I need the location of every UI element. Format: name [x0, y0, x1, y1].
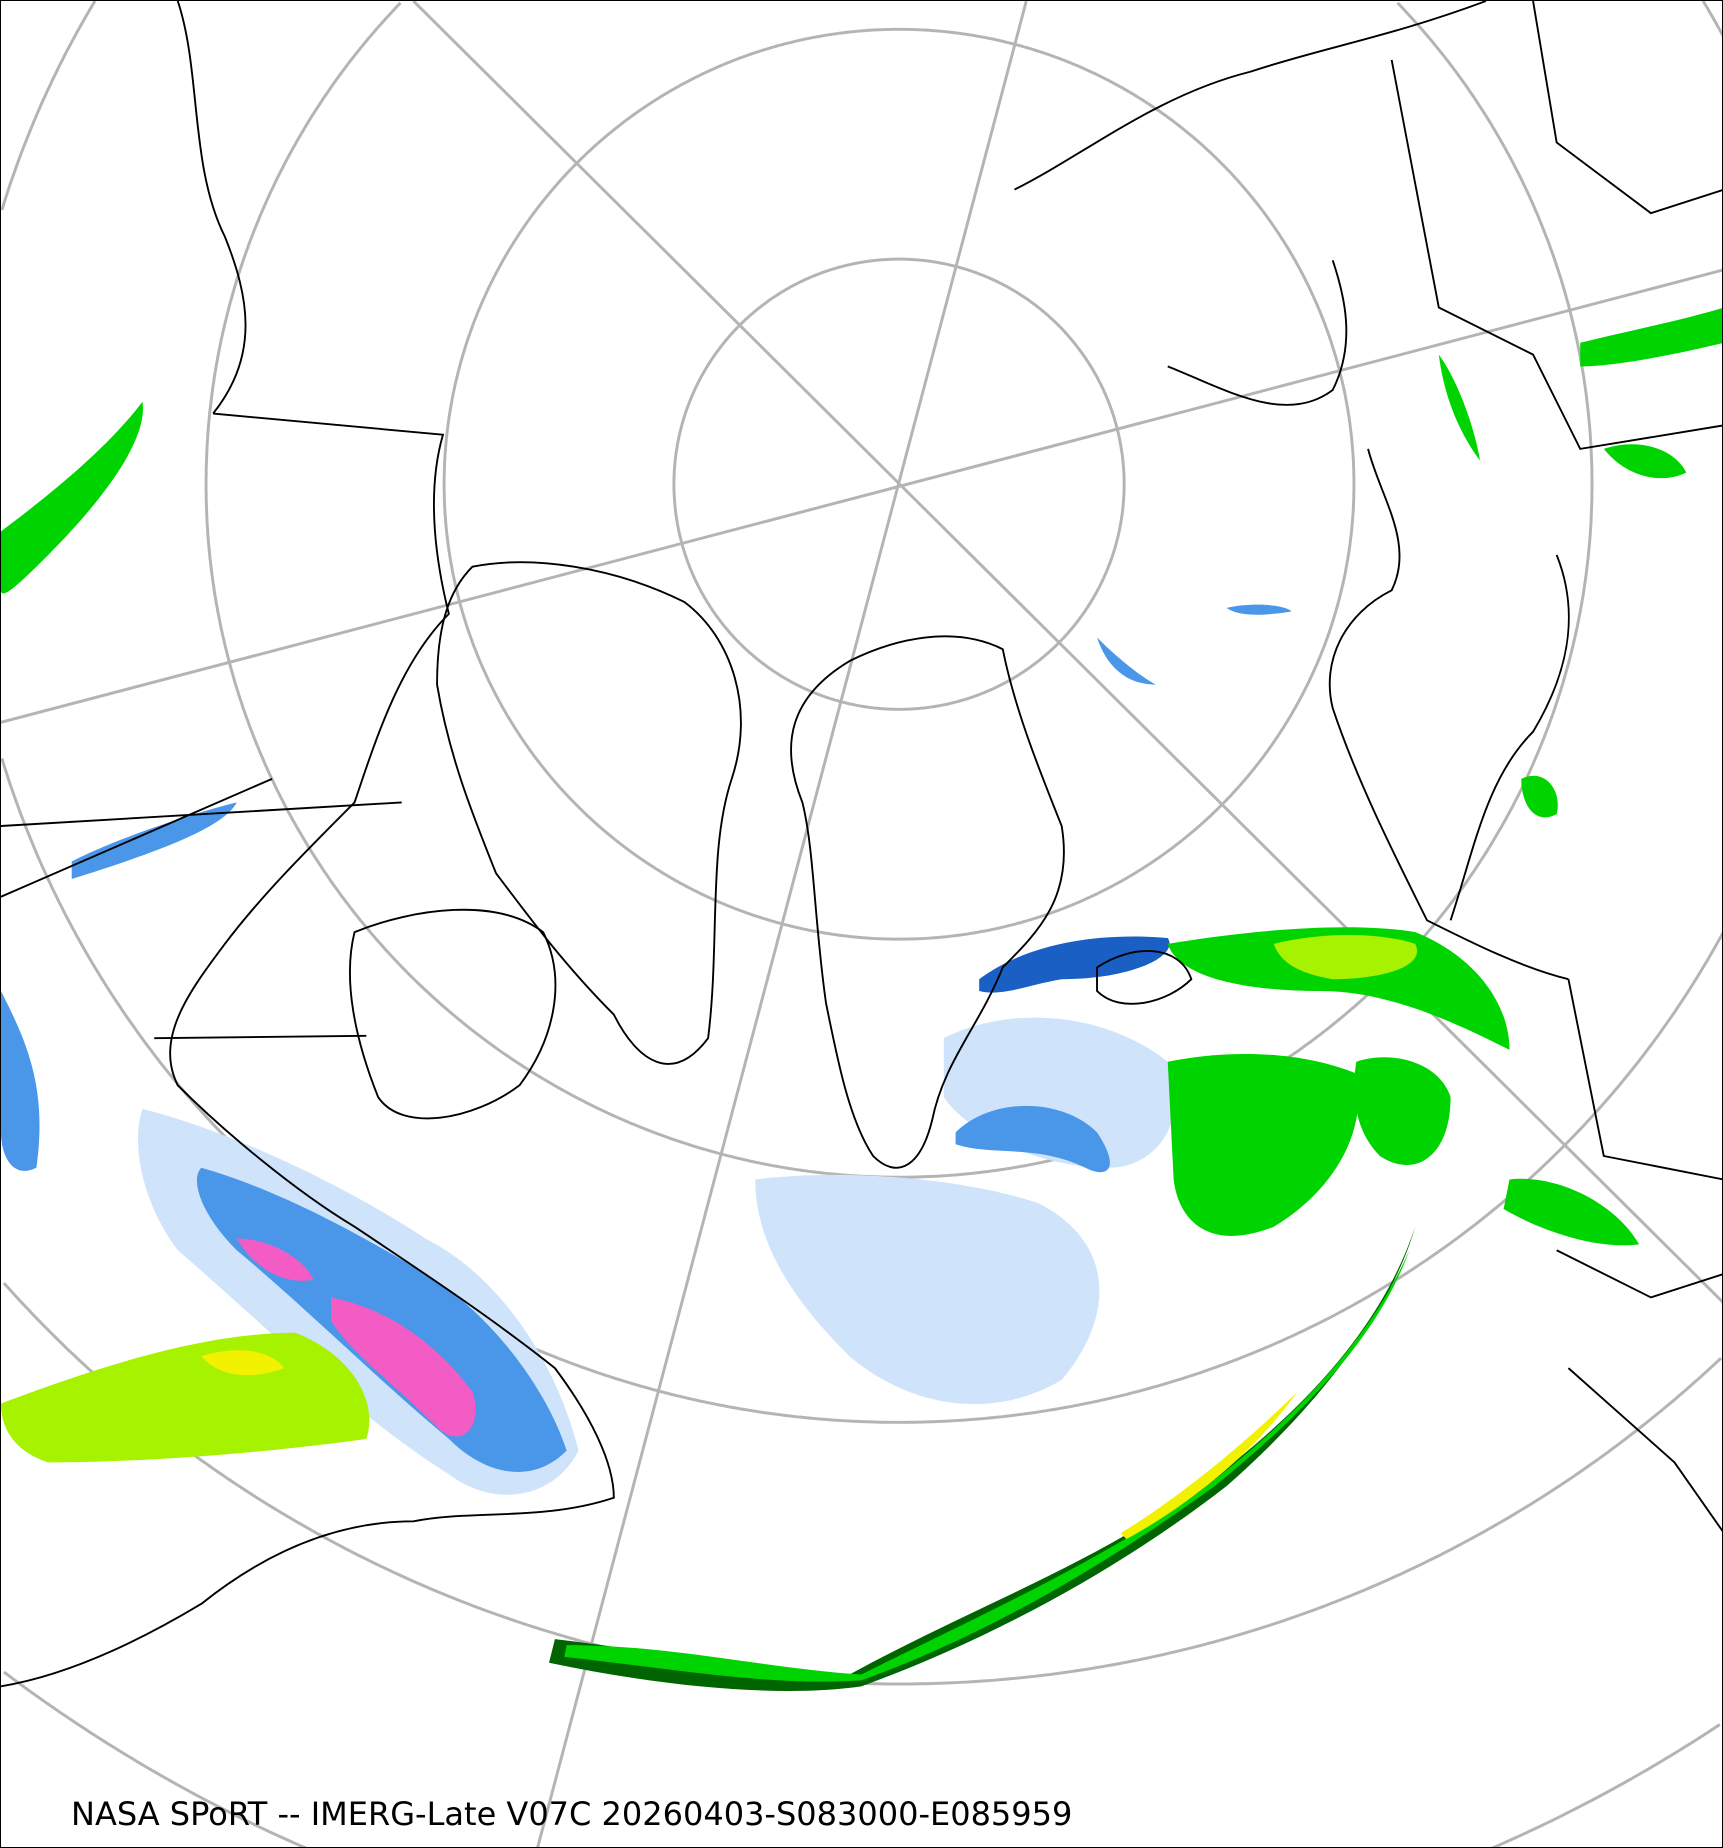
map-caption: NASA SPoRT -- IMERG-Late V07C 20260403-S… — [71, 1795, 1073, 1833]
alaska-coast — [176, 1, 247, 415]
precip-rain-light — [1438, 354, 1481, 461]
precip-mixed — [236, 1238, 314, 1281]
precip-rain-light — [1580, 308, 1722, 367]
europe-borders — [1390, 1, 1722, 1532]
precip-snow — [955, 1105, 1110, 1173]
hudson-bay-coast — [349, 908, 557, 1120]
iceland-coast — [1096, 950, 1193, 1005]
eurasia-coast — [1014, 1, 1569, 981]
precip-rain-light — [1603, 444, 1687, 479]
meridian-line — [1, 268, 1722, 724]
precip-snow — [1, 990, 40, 1171]
canada-province-border — [1, 777, 402, 1040]
precip-rain-light — [1167, 1053, 1359, 1236]
precip-snow-light — [755, 1174, 1100, 1405]
precip-rain-light — [1521, 775, 1558, 818]
precip-band-yellow — [1120, 1391, 1298, 1540]
precip-rain-light — [1503, 1178, 1640, 1246]
precipitation-layer — [1, 308, 1722, 1691]
precip-snow — [1226, 604, 1292, 615]
precip-snow-heavy — [979, 936, 1170, 993]
precip-rain — [1, 1332, 370, 1463]
precip-rain-moderate — [201, 1350, 284, 1376]
coastlines — [1, 1, 1722, 1688]
canadian-archipelago-coast — [436, 561, 742, 1065]
latitude-circle — [672, 257, 1126, 711]
precip-rain-light — [1167, 927, 1510, 1050]
north-america-coast — [1, 412, 615, 1688]
precip-rain-light — [1354, 1057, 1451, 1166]
precip-snow — [1097, 637, 1156, 685]
precip-rain — [1273, 935, 1418, 980]
greenland-coast — [790, 635, 1065, 1169]
latitude-circle — [3, 1670, 1721, 1847]
scandinavia-coast — [1449, 554, 1570, 921]
meridian-line — [536, 1, 1028, 1847]
precip-mixed — [330, 1297, 476, 1437]
precip-rain-light — [1, 401, 143, 594]
latitude-circle — [204, 1, 1594, 1179]
meridian-line — [412, 1, 1722, 1304]
latitude-circle — [442, 27, 1356, 941]
precip-snow — [71, 802, 237, 880]
